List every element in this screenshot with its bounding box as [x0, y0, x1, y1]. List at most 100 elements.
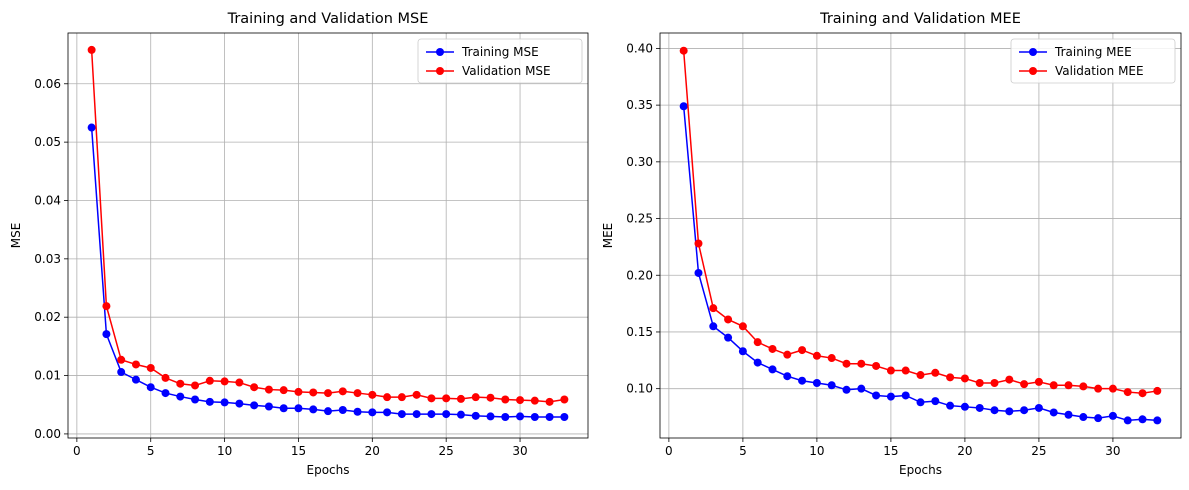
data-point: [1005, 375, 1014, 384]
data-point: [205, 376, 214, 385]
chart-mee: Training and Validation MEE 0 5 10 15 20 25 30…: [601, 11, 1182, 477]
series-line: [90, 127, 565, 418]
x-axis-label: Epochs: [899, 463, 942, 477]
x-tick-label: 20: [957, 444, 972, 458]
data-point: [279, 386, 288, 395]
data-point: [117, 355, 126, 364]
data-point: [724, 333, 733, 342]
data-point: [1020, 406, 1029, 415]
data-point: [220, 377, 229, 386]
data-point: [250, 383, 259, 392]
x-tick-label: 20: [365, 444, 380, 458]
data-point: [694, 268, 703, 277]
data-point: [946, 401, 955, 410]
data-point: [530, 412, 539, 421]
data-point: [220, 398, 229, 407]
plot-frame: [67, 32, 589, 439]
legend-marker: [1029, 48, 1037, 56]
axis-ticks: 0 5 10 15 20 25 30 0.10 0.15 0.20 0.25 0.30 0.35 0.40: [626, 41, 1120, 458]
data-point: [1064, 381, 1073, 390]
data-point: [946, 373, 955, 382]
data-point: [516, 396, 525, 405]
series-line: [90, 49, 565, 403]
data-point: [798, 346, 807, 355]
data-point: [901, 366, 910, 375]
data-point: [102, 330, 111, 339]
data-point: [176, 379, 185, 388]
data-point: [738, 347, 747, 356]
legend-label: Training MSE: [461, 45, 539, 59]
data-point: [176, 392, 185, 401]
data-point: [975, 403, 984, 412]
data-point: [872, 361, 881, 370]
data-point: [679, 102, 688, 111]
data-point: [768, 365, 777, 374]
data-point: [324, 407, 332, 416]
data-point: [857, 359, 866, 368]
data-point: [456, 410, 465, 419]
data-point: [442, 410, 451, 419]
y-axis-label: MEE: [601, 223, 615, 249]
data-point: [990, 406, 999, 415]
data-point: [1020, 380, 1029, 389]
data-point: [294, 387, 303, 396]
data-point: [545, 412, 554, 421]
y-tick-label: 0.20: [626, 268, 653, 282]
data-point: [191, 381, 200, 390]
y-tick-label: 0.25: [626, 212, 653, 226]
data-point: [146, 383, 155, 392]
data-point: [427, 410, 436, 419]
data-point: [161, 389, 170, 398]
data-point: [131, 360, 140, 369]
data-point: [901, 391, 910, 400]
data-point: [1005, 407, 1014, 416]
x-tick-label: 15: [883, 444, 898, 458]
data-point: [279, 404, 288, 413]
legend-box: [417, 38, 583, 84]
data-point: [235, 378, 244, 387]
plot-frame: [659, 32, 1182, 439]
legend-label: Training MEE: [1054, 45, 1132, 59]
data-point: [1094, 384, 1103, 393]
data-point: [1034, 403, 1043, 412]
data-point: [812, 378, 821, 387]
y-tick-label: 0.03: [34, 252, 61, 266]
data-point: [1123, 388, 1132, 397]
data-point: [842, 385, 851, 394]
data-point: [501, 412, 510, 421]
data-point: [486, 412, 495, 421]
data-point: [1094, 414, 1103, 423]
legend-marker: [436, 48, 444, 56]
x-axis-label: Epochs: [307, 463, 350, 477]
data-point: [235, 399, 244, 408]
data-point: [1123, 416, 1132, 425]
data-point: [397, 410, 406, 419]
data-point: [1034, 377, 1043, 386]
data-point: [1064, 410, 1073, 419]
data-point: [1079, 382, 1088, 391]
y-tick-label: 0.06: [34, 77, 61, 91]
data-point: [738, 322, 747, 331]
data-point: [842, 359, 851, 368]
data-point: [264, 402, 273, 411]
data-point: [530, 396, 539, 405]
data-point: [324, 389, 332, 398]
data-point: [383, 408, 392, 417]
legend-marker: [436, 67, 444, 75]
data-point: [753, 338, 762, 347]
data-point: [694, 239, 703, 248]
data-point: [827, 381, 836, 390]
data-point: [442, 394, 451, 403]
data-point: [827, 354, 836, 363]
data-point: [975, 378, 984, 387]
data-point: [783, 372, 792, 381]
data-point: [102, 302, 111, 311]
data-point: [916, 371, 925, 380]
x-tick-label: 5: [739, 444, 747, 458]
x-tick-label: 30: [512, 444, 527, 458]
legend-label: Validation MSE: [462, 64, 551, 78]
data-point: [1049, 408, 1058, 417]
data-point: [990, 378, 999, 387]
data-point: [931, 368, 940, 377]
